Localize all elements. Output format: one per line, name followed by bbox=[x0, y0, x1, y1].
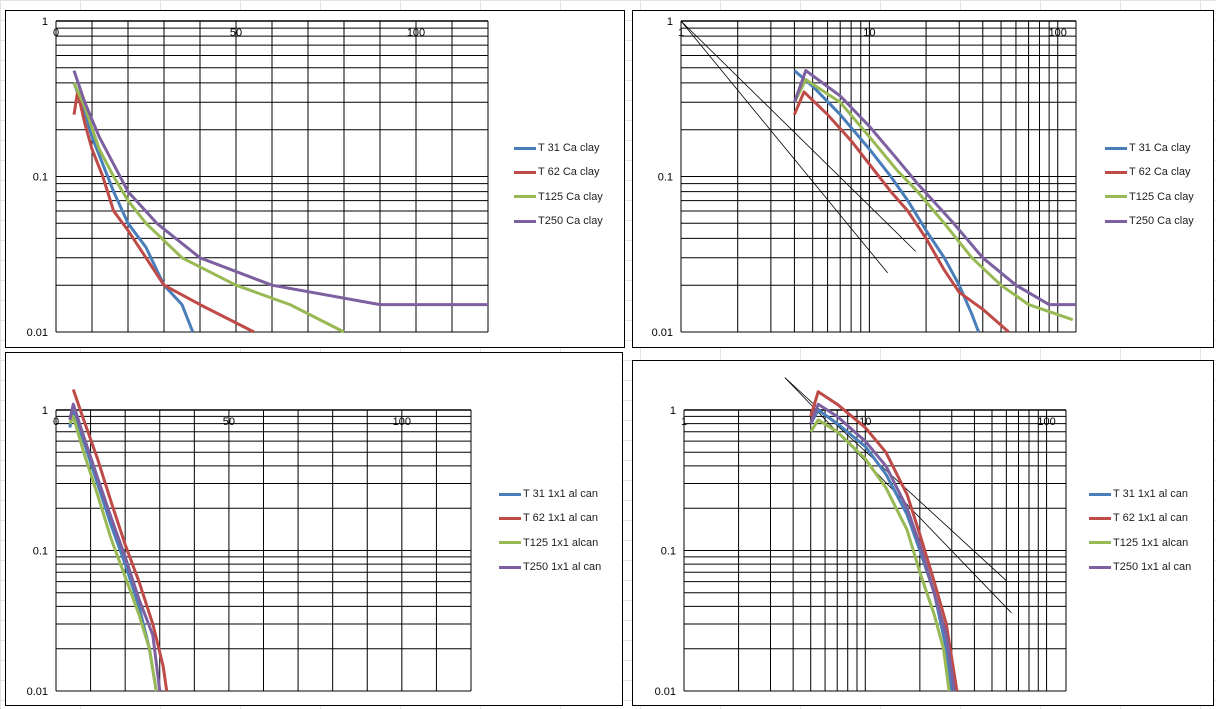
y-tick-label: 0.01 bbox=[655, 686, 676, 698]
legend-item[interactable]: T250 1x1 al can bbox=[1089, 555, 1191, 579]
legend-label: T250 1x1 al can bbox=[1113, 561, 1192, 574]
legend-item[interactable]: T 62 Ca clay bbox=[1105, 160, 1194, 184]
legend-swatch bbox=[499, 492, 521, 496]
series-line-T250[interactable] bbox=[809, 402, 956, 692]
legend-swatch bbox=[1089, 516, 1111, 520]
series-line-T125[interactable] bbox=[809, 418, 951, 692]
series-line-T125[interactable] bbox=[793, 78, 1074, 322]
legend-item[interactable]: T250 Ca clay bbox=[514, 209, 603, 233]
series-line-T31[interactable] bbox=[72, 82, 195, 333]
legend: T 31 Ca clay T 62 Ca clay T125 Ca clay T250… bbox=[514, 136, 603, 233]
legend: T 31 Ca clay T 62 Ca clay T125 Ca clay T250… bbox=[1105, 136, 1194, 233]
chart-ca-clay-log[interactable]: 1 0.1 0.01 1 10 100 T 31 Ca clay T 62 Ca clay T1… bbox=[632, 10, 1214, 348]
legend-label: T 31 Ca clay bbox=[1129, 142, 1191, 155]
legend-label: T250 1x1 al can bbox=[523, 561, 602, 574]
legend-item[interactable]: T125 1x1 alcan bbox=[499, 531, 601, 555]
series-line-T62[interactable] bbox=[71, 389, 169, 692]
y-tick-label: 1 bbox=[42, 16, 48, 28]
y-tick-label: 1 bbox=[670, 405, 676, 417]
legend-swatch bbox=[514, 219, 536, 223]
series-line-T125[interactable] bbox=[72, 82, 345, 334]
legend: T 31 1x1 al can T 62 1x1 al can T125 1x1 a… bbox=[499, 482, 601, 579]
chart-svg: 10.10.011 10 100 bbox=[655, 377, 1067, 698]
x-tick-label: 1 bbox=[678, 27, 684, 39]
legend-swatch bbox=[1105, 170, 1127, 174]
series-line-T62[interactable] bbox=[793, 90, 1010, 334]
x-tick-label: 100 bbox=[1049, 27, 1067, 39]
x-tick-label: 100 bbox=[393, 416, 411, 428]
y-tick-label: 0.01 bbox=[652, 327, 673, 339]
legend-swatch bbox=[1105, 219, 1127, 223]
chart-svg: 1 0.1 0.01 0 50 100 bbox=[27, 389, 472, 698]
y-tick-label: 0.01 bbox=[27, 686, 48, 698]
legend-swatch bbox=[499, 565, 521, 569]
legend-item[interactable]: T 31 Ca clay bbox=[1105, 136, 1194, 160]
legend-swatch bbox=[1089, 492, 1111, 496]
chart-ca-clay-linear[interactable]: 1 0.1 0.01 0 50 100 T 31 Ca clay T 62 Ca clay T1… bbox=[5, 10, 625, 348]
legend-item[interactable]: T250 1x1 al can bbox=[499, 555, 601, 579]
chart-al-can-log[interactable]: 1 0.1 0.01 1 10 100 T 31 1x1 al can T 62 1x1 al… bbox=[632, 360, 1214, 706]
legend-item[interactable]: T 31 Ca clay bbox=[514, 136, 603, 160]
y-tick-label: 0.1 bbox=[33, 172, 48, 184]
x-tick-label: 50 bbox=[230, 27, 242, 39]
series-line-T62[interactable] bbox=[809, 390, 959, 692]
legend-item[interactable]: T 62 1x1 al can bbox=[1089, 506, 1191, 530]
legend-label: T125 1x1 alcan bbox=[1113, 536, 1189, 549]
legend-label: T 31 1x1 al can bbox=[1113, 488, 1189, 501]
legend-label: T 31 1x1 al can bbox=[523, 488, 599, 501]
x-tick-label: 1 bbox=[681, 416, 687, 428]
legend-item[interactable]: T 62 1x1 al can bbox=[499, 506, 601, 530]
legend-swatch bbox=[1105, 195, 1127, 199]
legend-item[interactable]: T125 Ca clay bbox=[514, 185, 603, 209]
series-line-T250[interactable] bbox=[72, 70, 488, 307]
legend-item[interactable]: T250 Ca clay bbox=[1105, 209, 1194, 233]
x-tick-label: 10 bbox=[863, 27, 875, 39]
legend-swatch bbox=[514, 146, 536, 150]
legend-label: T125 Ca clay bbox=[538, 190, 603, 203]
chart-al-can-linear[interactable]: 1 0.1 0.01 0 50 100 T 31 1x1 al can T 62 1x1 al… bbox=[5, 352, 623, 706]
x-tick-label: 100 bbox=[407, 27, 425, 39]
legend-label: T 62 1x1 al can bbox=[523, 512, 599, 525]
legend-item[interactable]: T 31 1x1 al can bbox=[499, 482, 601, 506]
legend-label: T125 Ca clay bbox=[1129, 190, 1194, 203]
y-tick-label: 1 bbox=[667, 16, 673, 28]
legend-item[interactable]: T125 1x1 alcan bbox=[1089, 531, 1191, 555]
series-line-T250[interactable] bbox=[792, 69, 1076, 307]
legend-swatch bbox=[499, 541, 521, 545]
legend: T 31 1x1 al can T 62 1x1 al can T125 1x1 a… bbox=[1089, 482, 1191, 579]
series-line-T31[interactable] bbox=[809, 408, 954, 692]
legend-swatch bbox=[1089, 565, 1111, 569]
legend-label: T 31 Ca clay bbox=[538, 142, 600, 155]
legend-swatch bbox=[514, 195, 536, 199]
legend-item[interactable]: T 31 1x1 al can bbox=[1089, 482, 1191, 506]
series-line-T62[interactable] bbox=[72, 90, 255, 334]
legend-swatch bbox=[499, 516, 521, 520]
legend-item[interactable]: T125 Ca clay bbox=[1105, 185, 1194, 209]
power-law-reference-line bbox=[680, 20, 888, 274]
legend-swatch bbox=[1105, 146, 1127, 150]
y-tick-label: 0.01 bbox=[27, 327, 48, 339]
legend-swatch bbox=[514, 170, 536, 174]
legend-label: T 62 Ca clay bbox=[538, 166, 600, 179]
series-line-T125[interactable] bbox=[68, 414, 158, 692]
legend-label: T 62 1x1 al can bbox=[1113, 512, 1189, 525]
legend-label: T 62 Ca clay bbox=[1129, 166, 1191, 179]
legend-item[interactable]: T 62 Ca clay bbox=[514, 160, 603, 184]
series-line-T250[interactable] bbox=[68, 402, 162, 692]
power-law-reference-line bbox=[680, 20, 916, 252]
legend-label: T250 Ca clay bbox=[1129, 215, 1194, 228]
legend-label: T250 Ca clay bbox=[538, 215, 603, 228]
chart-svg: 1 0.1 0.01 1 10 100 bbox=[652, 16, 1077, 339]
y-tick-label: 0.1 bbox=[658, 172, 673, 184]
legend-label: T125 1x1 alcan bbox=[523, 536, 599, 549]
legend-swatch bbox=[1089, 541, 1111, 545]
y-tick-label: 1 bbox=[42, 405, 48, 417]
y-tick-label: 0.1 bbox=[33, 546, 48, 558]
x-tick-label: 100 bbox=[1037, 416, 1055, 428]
chart-svg: 1 0.1 0.01 0 50 100 bbox=[27, 16, 489, 339]
y-tick-label: 0.1 bbox=[661, 546, 676, 558]
x-tick-label: 0 bbox=[53, 416, 59, 428]
x-tick-label: 0 bbox=[53, 27, 59, 39]
x-tick-label: 50 bbox=[223, 416, 235, 428]
